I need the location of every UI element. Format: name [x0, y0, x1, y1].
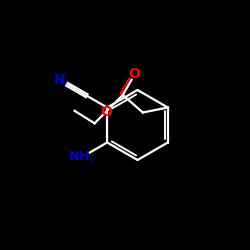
Text: O: O — [129, 68, 140, 82]
Text: N: N — [54, 73, 66, 87]
Text: O: O — [100, 105, 112, 119]
Text: NH$_2$: NH$_2$ — [68, 150, 95, 165]
